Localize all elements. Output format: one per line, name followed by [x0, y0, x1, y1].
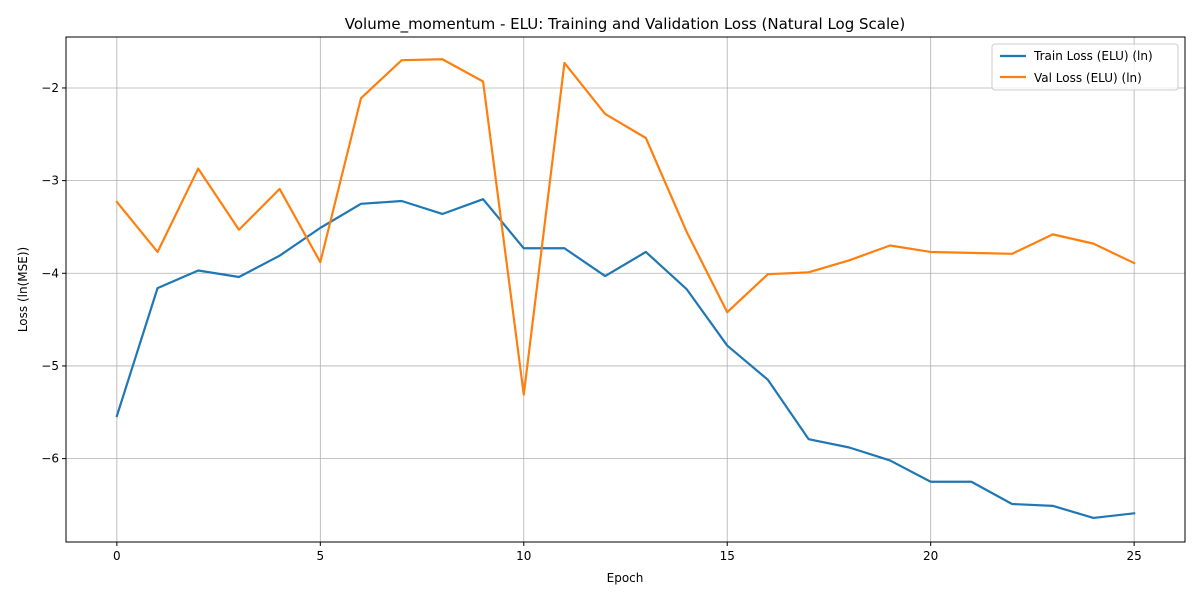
- x-tick-label: 0: [113, 549, 121, 563]
- legend-label-train: Train Loss (ELU) (ln): [1033, 49, 1153, 63]
- legend-box: [991, 43, 1179, 91]
- y-axis-label: Loss (ln(MSE)): [16, 247, 30, 332]
- legend-label-val: Val Loss (ELU) (ln): [1034, 71, 1142, 85]
- grid: [66, 37, 1185, 542]
- legend: Train Loss (ELU) (ln) Val Loss (ELU) (ln…: [991, 43, 1179, 91]
- x-tick-label: 25: [1126, 549, 1141, 563]
- x-ticks: 0 5 10 15 20 25: [113, 542, 1142, 563]
- y-ticks: −6 −5 −4 −3 −2: [41, 81, 66, 466]
- y-tick-label: −3: [41, 174, 59, 188]
- y-tick-label: −5: [41, 359, 59, 373]
- chart-title: Volume_momentum - ELU: Training and Vali…: [345, 15, 905, 34]
- x-tick-label: 20: [923, 549, 938, 563]
- x-axis-label: Epoch: [607, 571, 644, 585]
- series-line-train-loss: [115, 198, 1136, 520]
- plot-frame: [65, 36, 1186, 543]
- x-tick-label: 15: [720, 549, 735, 563]
- y-tick-label: −2: [41, 81, 59, 95]
- x-tick-label: 10: [516, 549, 531, 563]
- x-tick-label: 5: [316, 549, 324, 563]
- y-tick-label: −6: [41, 452, 59, 466]
- series-lines: [115, 58, 1136, 520]
- series-line-val-loss: [115, 58, 1136, 396]
- y-tick-label: −4: [41, 266, 59, 280]
